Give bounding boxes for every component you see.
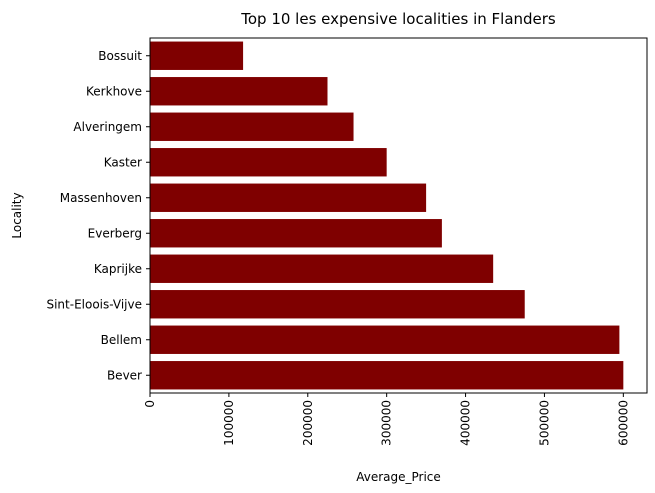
x-axis-label: Average_Price — [356, 470, 441, 484]
x-tick-label: 400000 — [459, 400, 473, 446]
bar-massenhoven — [150, 183, 427, 212]
y-tick-label: Bossuit — [98, 49, 142, 63]
bar-bever — [150, 361, 624, 390]
bars-group — [150, 41, 624, 390]
y-tick-label: Massenhoven — [60, 191, 142, 205]
y-tick-label: Bever — [107, 368, 142, 382]
y-axis-ticks: Bever Bellem Sint-Eloois-Vijve Kaprijke Ever… — [46, 49, 150, 382]
plot-frame — [149, 37, 648, 394]
y-tick-label: Kaster — [104, 155, 142, 169]
bar-bellem — [150, 325, 620, 354]
x-axis-ticks: 0 100000 200000 300000 400000 500000 600000 — [143, 393, 630, 446]
x-tick-label: 0 — [143, 400, 157, 408]
bar-everberg — [150, 219, 442, 248]
bar-bossuit — [150, 41, 244, 70]
x-tick-label: 200000 — [301, 400, 315, 446]
y-tick-label: Kaprijke — [94, 262, 142, 276]
chart-title: Top 10 les expensive localities in Fland… — [240, 10, 556, 28]
y-tick-label: Kerkhove — [86, 84, 142, 98]
y-tick-label: Everberg — [88, 226, 142, 240]
bar-kaprijke — [150, 254, 494, 283]
y-tick-label: Alveringem — [73, 120, 142, 134]
bar-sint-eloois-vijve — [150, 290, 525, 319]
bar-alveringem — [150, 112, 354, 141]
x-tick-label: 300000 — [380, 400, 394, 446]
y-tick-label: Sint-Eloois-Vijve — [46, 297, 142, 311]
bar-kaster — [150, 148, 387, 177]
y-tick-label: Bellem — [101, 333, 142, 347]
y-axis-label: Locality — [10, 192, 24, 238]
x-tick-label: 100000 — [222, 400, 236, 446]
x-tick-label: 600000 — [616, 400, 630, 446]
bar-kerkhove — [150, 77, 328, 106]
x-tick-label: 500000 — [537, 400, 551, 446]
